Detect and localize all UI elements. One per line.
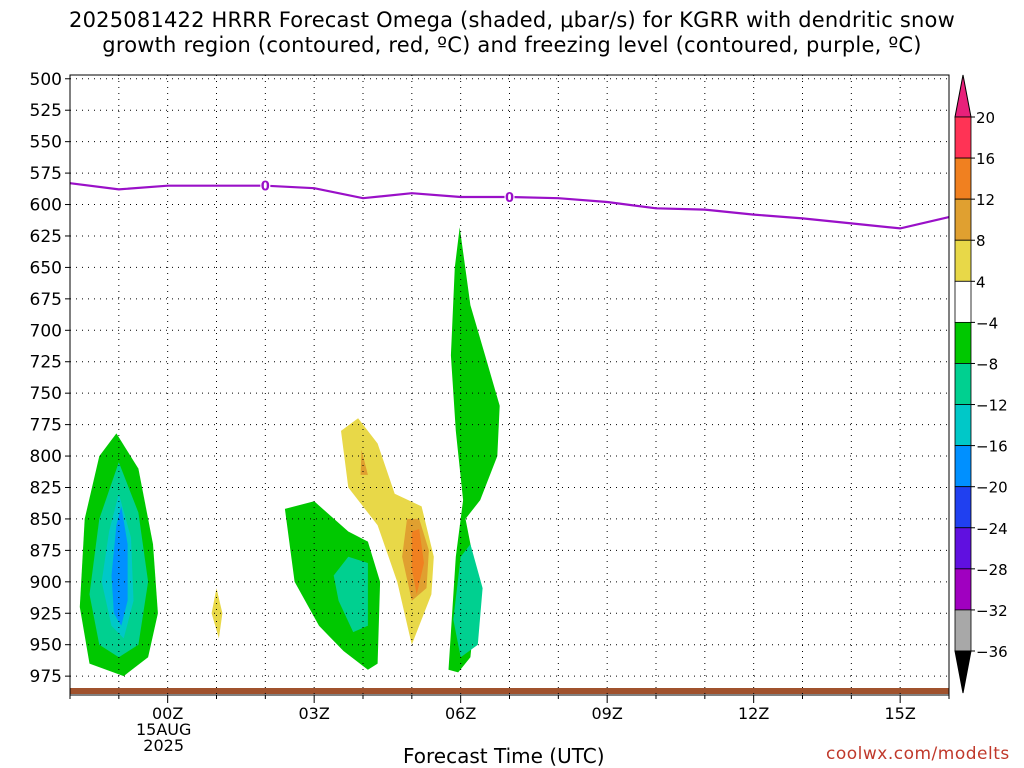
grid-lines xyxy=(70,75,949,695)
colorbar-label-2: 12 xyxy=(976,191,995,209)
ytick-label-900: 900 xyxy=(30,573,62,593)
colorbar-top-arrow xyxy=(954,74,972,118)
omega-region-gold-11 xyxy=(360,449,368,475)
omega-shading xyxy=(70,227,949,694)
freezing-label-bg xyxy=(260,177,271,192)
colorbar-swatch-2 xyxy=(954,198,972,241)
colorbar-label-7: −12 xyxy=(976,397,1008,415)
omega-region-yellow-4 xyxy=(211,588,223,639)
ground-strip xyxy=(70,688,949,694)
ytick-label-700: 700 xyxy=(30,321,62,341)
ytick-label-650: 650 xyxy=(30,258,62,278)
colorbar-bottom-arrow xyxy=(954,650,972,694)
colorbar-swatch-7 xyxy=(954,404,972,447)
xtick-year: 2025 xyxy=(143,736,184,755)
colorbar-swatch-8 xyxy=(954,445,972,488)
omega-region-blue-3 xyxy=(111,506,128,626)
omega-region-teal-6 xyxy=(333,556,368,633)
ytick-label-575: 575 xyxy=(30,164,62,184)
freezing-level-label: 0 xyxy=(505,191,514,206)
colorbar-swatch-4 xyxy=(954,280,972,323)
chart-title-line-2: growth region (contoured, red, ºC) and f… xyxy=(102,33,922,57)
colorbar-label-5: −4 xyxy=(976,314,998,332)
omega-colorbar: 20 16 12 8 4 −4 −8 −12 −16 −20 −24 −28 −32 −36 xyxy=(954,74,1008,694)
colorbar-label-12: −32 xyxy=(976,602,1008,620)
xtick-label-00Z: 00Z xyxy=(152,704,183,723)
xtick-date: 15AUG xyxy=(136,720,191,739)
colorbar-swatch-0 xyxy=(954,116,972,159)
colorbar-swatch-10 xyxy=(954,527,972,570)
freezing-level-contour: 00 xyxy=(69,177,950,230)
colorbar-swatch-6 xyxy=(954,363,972,405)
colorbar-swatch-9 xyxy=(954,486,972,529)
ytick-label-875: 875 xyxy=(30,541,62,561)
ytick-label-850: 850 xyxy=(30,510,62,530)
colorbar-swatch-11 xyxy=(954,568,972,611)
ytick-label-925: 925 xyxy=(30,604,62,624)
colorbar-label-1: 16 xyxy=(976,150,995,168)
chart-title-line-1: 2025081422 HRRR Forecast Omega (shaded, … xyxy=(69,8,955,32)
xtick-label-06Z: 06Z xyxy=(445,704,476,723)
colorbar-label-10: −24 xyxy=(976,520,1008,538)
colorbar-label-9: −20 xyxy=(976,479,1008,497)
ytick-label-800: 800 xyxy=(30,447,62,467)
omega-region-teal-8 xyxy=(453,544,483,658)
ytick-label-500: 500 xyxy=(30,70,62,90)
colorbar-label-11: −28 xyxy=(976,561,1008,579)
colorbar-label-6: −8 xyxy=(976,355,998,373)
source-credit[interactable]: coolwx.com/modelts xyxy=(826,744,1010,764)
ytick-label-550: 550 xyxy=(30,133,62,153)
pressure-axis: 500 525 550 575 600 625 650 675 700 725 750 775 800 8… xyxy=(30,70,70,687)
colorbar-swatch-1 xyxy=(954,157,972,200)
ytick-label-525: 525 xyxy=(30,101,62,121)
omega-region-orange-12 xyxy=(411,529,424,595)
xtick-label-03Z: 03Z xyxy=(299,704,330,723)
colorbar-swatch-3 xyxy=(954,239,972,282)
ytick-label-625: 625 xyxy=(30,227,62,247)
ytick-label-825: 825 xyxy=(30,478,62,498)
ytick-label-600: 600 xyxy=(30,196,62,216)
colorbar-label-13: −36 xyxy=(976,643,1008,661)
colorbar-label-8: −16 xyxy=(976,438,1008,456)
ytick-label-675: 675 xyxy=(30,290,62,310)
xtick-label-09Z: 09Z xyxy=(592,704,623,723)
xtick-label-15Z: 15Z xyxy=(885,704,916,723)
colorbar-swatch-5 xyxy=(954,321,972,364)
xtick-label-12Z: 12Z xyxy=(738,704,769,723)
ytick-label-775: 775 xyxy=(30,416,62,436)
ytick-label-950: 950 xyxy=(30,636,62,656)
colorbar-label-0: 20 xyxy=(976,109,995,127)
ytick-label-975: 975 xyxy=(30,667,62,687)
colorbar-label-4: 4 xyxy=(976,273,986,291)
ytick-label-750: 750 xyxy=(30,384,62,404)
colorbar-label-3: 8 xyxy=(976,232,986,250)
x-axis-label: Forecast Time (UTC) xyxy=(403,744,605,768)
plot-frame xyxy=(69,74,950,696)
colorbar-swatch-12 xyxy=(954,609,972,652)
freezing-level-label: 0 xyxy=(261,180,270,195)
freezing-label-bg xyxy=(504,188,515,203)
ytick-label-725: 725 xyxy=(30,353,62,373)
